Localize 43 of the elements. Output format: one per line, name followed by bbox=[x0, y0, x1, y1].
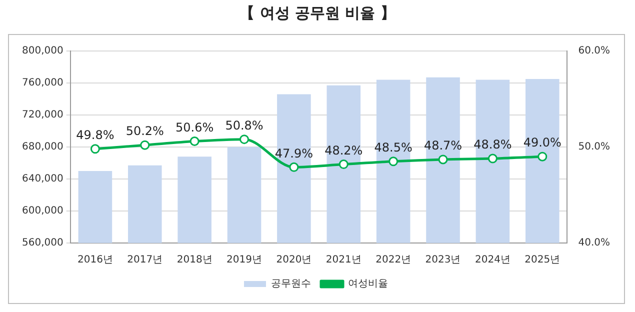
data-label: 48.5% bbox=[374, 140, 412, 155]
x-tick-label: 2025년 bbox=[524, 254, 560, 266]
x-tick-label: 2024년 bbox=[474, 254, 510, 266]
point bbox=[190, 136, 200, 146]
legend-label: 여성비율 bbox=[348, 278, 388, 290]
data-label: 50.2% bbox=[126, 124, 164, 138]
y-tick-label: 760,000 bbox=[22, 78, 64, 89]
point bbox=[140, 140, 150, 150]
x-tick-label: 2021년 bbox=[326, 254, 362, 266]
point bbox=[338, 160, 348, 170]
point bbox=[90, 144, 100, 154]
x-tick-label: 2023년 bbox=[425, 254, 461, 266]
point bbox=[240, 134, 250, 144]
data-label: 48.7% bbox=[424, 138, 462, 153]
y-tick-label: 560,000 bbox=[22, 238, 64, 249]
data-label: 50.6% bbox=[176, 120, 214, 134]
data-label: 47.9% bbox=[274, 146, 314, 160]
y2-tick-label: 60.0% bbox=[578, 46, 610, 57]
point bbox=[438, 154, 448, 164]
data-label: 49.8% bbox=[76, 128, 114, 142]
x-tick-label: 2020년 bbox=[276, 254, 312, 266]
data-label: 48.8% bbox=[474, 138, 512, 152]
point bbox=[388, 156, 398, 166]
y-tick-label: 720,000 bbox=[22, 110, 64, 121]
point bbox=[538, 152, 548, 162]
y-tick-label: 640,000 bbox=[22, 174, 64, 185]
x-tick-label: 2017년 bbox=[127, 254, 163, 266]
data-label: 48.2% bbox=[324, 143, 363, 158]
y2-tick-label: 40.0% bbox=[578, 238, 610, 249]
point bbox=[488, 154, 498, 164]
y-tick-label: 800,000 bbox=[22, 46, 64, 57]
legend-label: 공무원수 bbox=[271, 278, 311, 290]
y-tick-label: 600,000 bbox=[22, 206, 64, 217]
y2-tick-label: 50.0% bbox=[578, 142, 610, 153]
data-label: 49.0% bbox=[523, 136, 562, 150]
x-tick-label: 2018년 bbox=[176, 254, 212, 266]
x-tick-label: 2019년 bbox=[226, 254, 262, 266]
chart-title: 【 여성 공무원 비율 】 bbox=[238, 4, 396, 23]
data-label: 50.8% bbox=[225, 118, 264, 132]
x-tick-label: 2022년 bbox=[376, 254, 412, 266]
point bbox=[289, 162, 299, 172]
x-tick-label: 2016년 bbox=[77, 254, 113, 266]
y-tick-label: 680,000 bbox=[22, 142, 64, 153]
